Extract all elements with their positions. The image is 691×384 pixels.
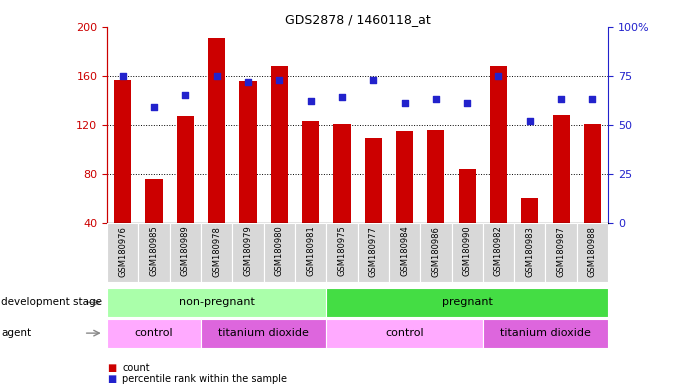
Point bbox=[587, 96, 598, 103]
Point bbox=[399, 100, 410, 106]
Bar bbox=[459, 169, 476, 223]
Point bbox=[462, 100, 473, 106]
Bar bbox=[208, 38, 225, 223]
Point bbox=[337, 94, 348, 101]
Text: development stage: development stage bbox=[1, 297, 102, 308]
Bar bbox=[451, 223, 483, 282]
Bar bbox=[264, 223, 295, 282]
Point bbox=[556, 96, 567, 103]
Bar bbox=[107, 319, 201, 348]
Text: GSM180980: GSM180980 bbox=[275, 226, 284, 276]
Bar bbox=[239, 81, 256, 223]
Text: GSM180989: GSM180989 bbox=[181, 226, 190, 276]
Bar bbox=[201, 223, 232, 282]
Bar bbox=[521, 198, 538, 223]
Text: GSM180981: GSM180981 bbox=[306, 226, 315, 276]
Text: GSM180986: GSM180986 bbox=[431, 226, 440, 276]
Point bbox=[305, 98, 316, 104]
Text: GSM180983: GSM180983 bbox=[525, 226, 534, 276]
Bar bbox=[107, 288, 326, 317]
Point bbox=[524, 118, 536, 124]
Bar bbox=[326, 288, 608, 317]
Bar bbox=[107, 223, 138, 282]
Text: ■: ■ bbox=[107, 374, 116, 384]
Bar bbox=[514, 223, 545, 282]
Text: non-pregnant: non-pregnant bbox=[179, 297, 254, 308]
Bar bbox=[420, 223, 451, 282]
Point bbox=[211, 73, 223, 79]
Bar bbox=[365, 138, 382, 223]
Text: pregnant: pregnant bbox=[442, 297, 493, 308]
Title: GDS2878 / 1460118_at: GDS2878 / 1460118_at bbox=[285, 13, 430, 26]
Bar bbox=[553, 115, 569, 223]
Point bbox=[368, 77, 379, 83]
Text: ■: ■ bbox=[107, 363, 116, 373]
Bar bbox=[545, 223, 577, 282]
Text: GSM180990: GSM180990 bbox=[463, 226, 472, 276]
Bar bbox=[358, 223, 389, 282]
Text: GSM180975: GSM180975 bbox=[337, 226, 346, 276]
Bar bbox=[138, 223, 170, 282]
Point bbox=[149, 104, 160, 110]
Bar bbox=[170, 223, 201, 282]
Point bbox=[430, 96, 442, 103]
Text: GSM180978: GSM180978 bbox=[212, 226, 221, 276]
Text: GSM180977: GSM180977 bbox=[369, 226, 378, 276]
Text: control: control bbox=[135, 328, 173, 338]
Bar bbox=[326, 223, 358, 282]
Bar bbox=[146, 179, 162, 223]
Bar bbox=[326, 319, 483, 348]
Bar bbox=[232, 223, 264, 282]
Bar bbox=[483, 223, 514, 282]
Bar bbox=[396, 131, 413, 223]
Point bbox=[180, 92, 191, 98]
Text: GSM180987: GSM180987 bbox=[557, 226, 566, 276]
Bar bbox=[490, 66, 507, 223]
Bar bbox=[295, 223, 326, 282]
Bar bbox=[483, 319, 608, 348]
Bar bbox=[201, 319, 326, 348]
Text: GSM180979: GSM180979 bbox=[243, 226, 252, 276]
Point bbox=[274, 77, 285, 83]
Point bbox=[243, 79, 254, 85]
Text: control: control bbox=[386, 328, 424, 338]
Bar bbox=[177, 116, 194, 223]
Text: GSM180976: GSM180976 bbox=[118, 226, 127, 276]
Text: GSM180984: GSM180984 bbox=[400, 226, 409, 276]
Bar bbox=[389, 223, 420, 282]
Text: agent: agent bbox=[1, 328, 32, 338]
Bar bbox=[584, 124, 601, 223]
Text: percentile rank within the sample: percentile rank within the sample bbox=[122, 374, 287, 384]
Point bbox=[117, 73, 129, 79]
Bar bbox=[114, 79, 131, 223]
Text: count: count bbox=[122, 363, 150, 373]
Text: GSM180985: GSM180985 bbox=[149, 226, 158, 276]
Bar bbox=[577, 223, 608, 282]
Text: titanium dioxide: titanium dioxide bbox=[218, 328, 309, 338]
Bar bbox=[333, 124, 350, 223]
Bar bbox=[302, 121, 319, 223]
Bar bbox=[271, 66, 288, 223]
Text: GSM180982: GSM180982 bbox=[494, 226, 503, 276]
Bar bbox=[427, 130, 444, 223]
Point bbox=[493, 73, 504, 79]
Text: GSM180988: GSM180988 bbox=[588, 226, 597, 276]
Text: titanium dioxide: titanium dioxide bbox=[500, 328, 591, 338]
